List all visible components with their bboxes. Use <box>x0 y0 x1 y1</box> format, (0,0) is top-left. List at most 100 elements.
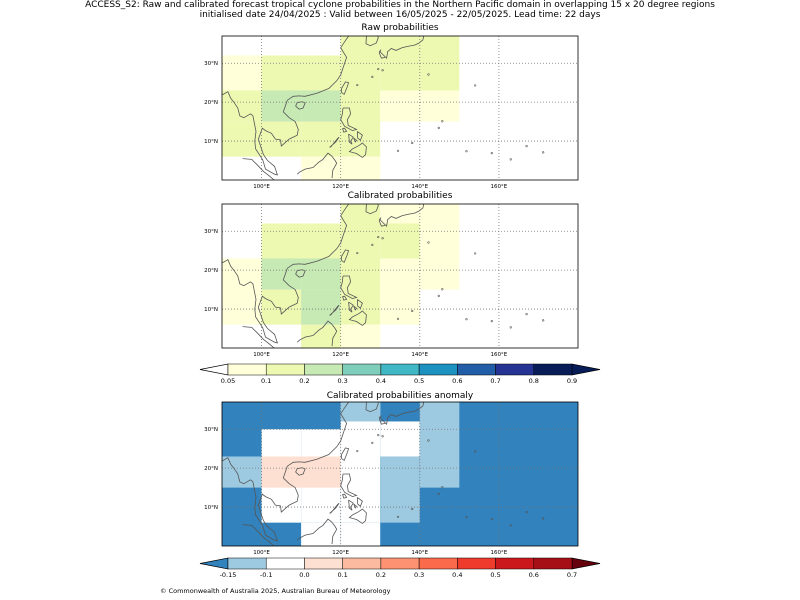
colorbar-segment <box>418 557 458 570</box>
colorbar-segment <box>342 363 382 376</box>
island <box>371 441 374 444</box>
probability-cell <box>261 258 302 290</box>
lat-tick-label: 10°N <box>204 505 218 511</box>
colorbar-tick-label: 0.05 <box>221 377 235 385</box>
island <box>441 288 444 291</box>
coastline <box>222 36 350 176</box>
probability-cell <box>380 223 420 259</box>
coastline <box>353 305 358 311</box>
coastline <box>342 493 348 499</box>
coastline <box>341 81 350 96</box>
probability-cell <box>419 90 460 122</box>
coastline <box>378 402 425 426</box>
island <box>371 75 374 78</box>
coastline <box>356 497 363 507</box>
colorbar-probabilities: 0.05 0.1 0.2 0.3 0.4 0.5 0.6 0.7 0.8 0.9 <box>199 363 601 385</box>
colorbar-segment <box>495 363 535 376</box>
probability-cell <box>301 289 341 325</box>
probability-cell <box>340 402 381 422</box>
colorbar-segment <box>227 363 267 376</box>
panel-title-anomaly: Calibrated probabilities anomaly <box>326 391 474 401</box>
coastline <box>348 499 354 511</box>
probability-cell <box>261 223 341 259</box>
probability-cell <box>301 258 341 290</box>
coastline <box>342 127 348 133</box>
coastline <box>353 137 358 143</box>
island <box>356 449 359 453</box>
probability-cell <box>301 522 341 546</box>
coastline <box>353 503 358 509</box>
island <box>525 511 528 514</box>
lon-tick-label: 100°E <box>253 184 270 190</box>
island <box>490 152 493 155</box>
lon-tick-label: 160°E <box>491 352 508 358</box>
colorbar-tick-label: 0.7 <box>490 377 500 385</box>
island <box>381 435 384 438</box>
coastline <box>295 101 306 110</box>
probability-cell <box>261 55 341 64</box>
coastline <box>296 152 338 179</box>
island <box>437 126 440 129</box>
map-frame <box>221 401 579 547</box>
colorbar-tick-label: 0.9 <box>567 377 577 385</box>
colorbar-segment <box>304 557 343 570</box>
island <box>427 241 430 244</box>
lat-tick-label: 10°N <box>204 139 218 145</box>
colorbar-under-arrow <box>199 363 229 376</box>
lat-tick-label: 30°N <box>204 61 218 67</box>
probability-cell <box>301 324 341 348</box>
panel-title-raw: Raw probabilities <box>361 23 439 33</box>
colorbar-tick-label: 0.4 <box>376 377 386 385</box>
probability-cell <box>301 156 341 180</box>
colorbar-segment <box>265 363 305 376</box>
coastline <box>348 301 354 313</box>
island <box>411 309 414 313</box>
colorbar-tick-label: 0.3 <box>337 377 347 385</box>
island <box>525 313 528 316</box>
island <box>377 433 380 437</box>
colorbar-tick-label: 0.1 <box>337 571 347 579</box>
coastline <box>296 518 338 545</box>
probability-cell <box>261 63 341 91</box>
probability-cell <box>340 522 381 546</box>
colorbar-segment <box>380 557 420 570</box>
coastline <box>242 524 275 546</box>
lon-tick-label: 120°E <box>332 184 349 190</box>
lon-tick-label: 140°E <box>411 352 428 358</box>
coastline <box>378 415 386 425</box>
probability-cell <box>380 90 420 122</box>
island <box>490 320 493 323</box>
colorbar-over-arrow <box>571 557 601 570</box>
island <box>465 516 468 519</box>
coastline <box>296 320 338 347</box>
island <box>437 492 440 495</box>
probability-cell <box>380 421 420 457</box>
island <box>381 237 384 240</box>
figure-title-line1: ACCESS_S2: Raw and calibrated forecast t… <box>85 0 715 10</box>
map-panel-calibrated: 100°E 120°E 140°E 160°E 10°N 20°N 30°N <box>204 203 579 358</box>
island <box>542 151 545 154</box>
colorbar-under-arrow <box>199 557 229 570</box>
island <box>411 507 414 511</box>
probability-cell <box>380 258 420 325</box>
probability-cell <box>261 289 302 325</box>
coastline <box>365 204 379 215</box>
coastline <box>222 402 350 542</box>
coastline <box>341 447 350 462</box>
colorbar-anomaly: -0.15 -0.1 0.0 0.1 0.2 0.3 0.4 0.5 0.6 0.7 <box>199 557 601 579</box>
island <box>509 158 512 161</box>
island <box>474 84 477 87</box>
colorbar-segment <box>342 557 382 570</box>
probability-cell <box>222 121 262 157</box>
island <box>427 73 430 76</box>
lat-tick-label: 30°N <box>204 427 218 433</box>
probability-cell <box>340 156 381 180</box>
colorbar-tick-label: 0.1 <box>261 377 271 385</box>
probability-cell <box>419 258 460 290</box>
map-panel-anomaly: 100°E 120°E 140°E 160°E 10°N 20°N 30°N <box>204 401 579 556</box>
coastline <box>340 275 358 300</box>
coastline <box>378 49 386 59</box>
lon-tick-label: 140°E <box>411 184 428 190</box>
coastline <box>340 473 358 498</box>
